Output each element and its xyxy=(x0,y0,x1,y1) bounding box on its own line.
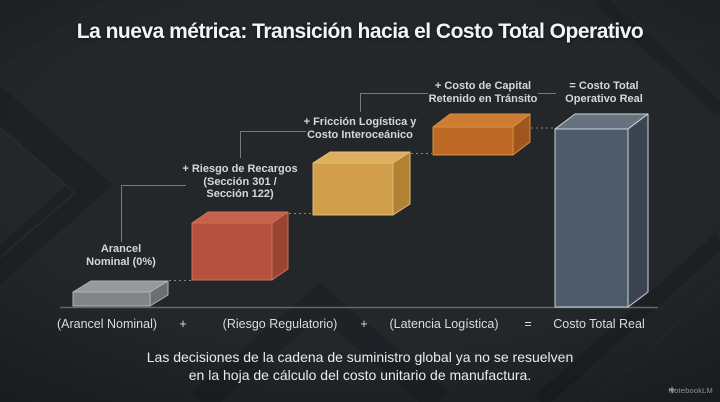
equation-plus-1: + xyxy=(179,317,187,331)
bar-front-face xyxy=(432,126,514,156)
equation-term-arancel: (Arancel Nominal) xyxy=(56,317,158,331)
bar-side-face xyxy=(627,113,649,308)
bar-front-face xyxy=(554,128,629,308)
bar-arancel-nominal xyxy=(72,280,169,307)
label-friccion-logistica: + Fricción Logística y Costo Interoceáni… xyxy=(303,116,417,141)
label-costo-capital: + Costo de Capital Retenido en Tránsito xyxy=(428,80,538,105)
equation-plus-2: + xyxy=(360,317,368,331)
slide-title: La nueva métrica: Transición hacia el Co… xyxy=(76,20,644,43)
bar-front-face xyxy=(72,291,151,307)
equation-term-latencia: (Latencia Logística) xyxy=(389,317,499,331)
bar-front-face xyxy=(191,222,273,281)
equation-equals: = xyxy=(524,317,532,331)
notebooklm-logo-icon xyxy=(668,386,677,394)
bar-costo-capital xyxy=(432,113,531,156)
bar-side-face xyxy=(392,151,411,216)
equation-term-riesgo: (Riesgo Regulatorio) xyxy=(222,317,338,331)
slide-footnote: Las decisiones de la cadena de suministr… xyxy=(146,349,574,383)
notebooklm-watermark: NotebookLM xyxy=(668,386,713,395)
label-costo-total: = Costo Total Operativo Real xyxy=(565,80,643,105)
bar-friccion-logistica xyxy=(312,151,411,216)
bar-front-face xyxy=(312,162,394,216)
equation-term-total: Costo Total Real xyxy=(553,317,645,331)
watermark-label: NotebookLM xyxy=(668,386,713,395)
bar-riesgo-recargos xyxy=(191,211,289,281)
label-arancel-nominal: Arancel Nominal (0%) xyxy=(86,243,156,268)
connector-riesgo-friccion xyxy=(240,131,306,158)
connector-friccion-capital xyxy=(360,93,428,112)
connector-arancel-riesgo xyxy=(121,185,186,242)
bar-costo-total xyxy=(554,113,649,308)
label-riesgo-recargos: + Riesgo de Recargos (Sección 301 / Secc… xyxy=(182,163,298,200)
bar-side-face xyxy=(271,211,289,281)
